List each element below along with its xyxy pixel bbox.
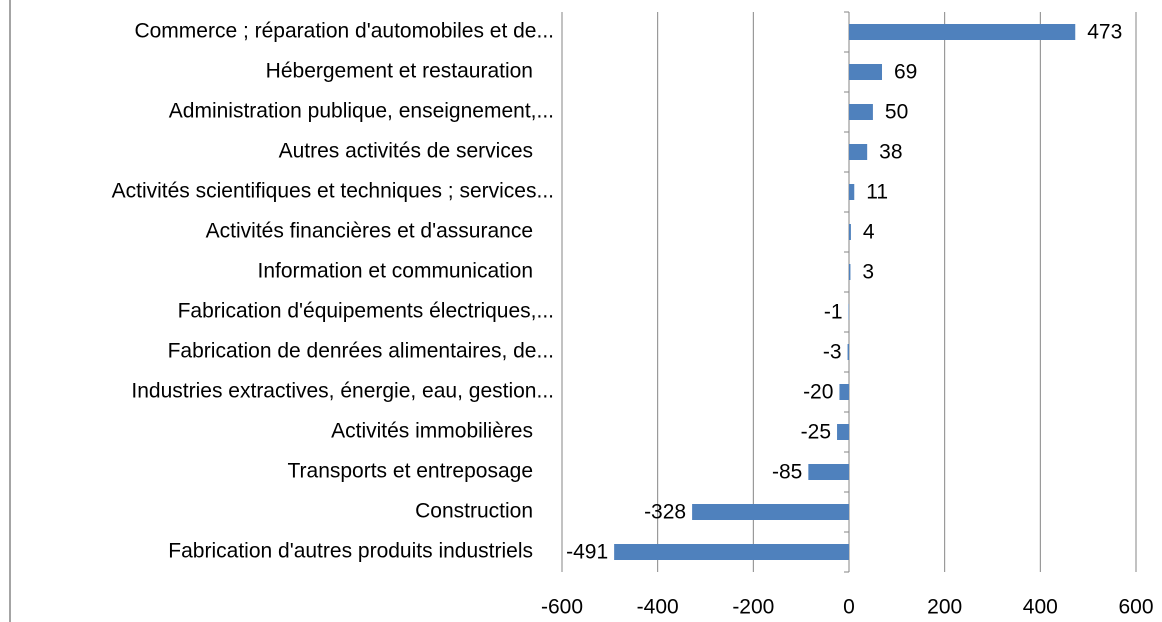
- bar: [614, 544, 849, 560]
- bar: [849, 224, 851, 240]
- bar: [692, 504, 849, 520]
- data-label: -1: [824, 301, 843, 324]
- data-label: -20: [803, 381, 833, 404]
- x-tick-label: -600: [541, 596, 583, 619]
- x-tick-label: 200: [927, 596, 962, 619]
- bar: [849, 264, 851, 280]
- y-tick-label: Fabrication d'autres produits industriel…: [168, 540, 533, 563]
- y-tick-label: Autres activités de services: [279, 140, 533, 163]
- y-tick-label: Activités financières et d'assurance: [206, 220, 533, 243]
- data-label: -3: [823, 341, 842, 364]
- y-tick-label: Information et communication: [258, 260, 533, 283]
- y-tick-label: Administration publique, enseignement,..…: [169, 100, 554, 123]
- bar: [847, 344, 849, 360]
- x-tick-label: 400: [1023, 596, 1058, 619]
- data-label: 4: [863, 221, 875, 244]
- x-tick-label: -400: [637, 596, 679, 619]
- bar: [849, 184, 855, 200]
- bar: [849, 24, 1076, 40]
- y-tick-label: Fabrication de denrées alimentaires, de.…: [168, 340, 554, 363]
- bar: [837, 424, 849, 440]
- data-label: 473: [1087, 21, 1122, 44]
- data-label: -491: [566, 541, 608, 564]
- data-label: -85: [772, 461, 802, 484]
- y-tick-label: Activités immobilières: [331, 420, 533, 443]
- data-label: 69: [894, 61, 917, 84]
- data-label: 38: [879, 141, 902, 164]
- bar: [849, 64, 883, 80]
- y-tick-label: Construction: [415, 500, 533, 523]
- data-label: 3: [862, 261, 874, 284]
- bar: [849, 104, 873, 120]
- x-tick-label: -200: [732, 596, 774, 619]
- bar: [808, 464, 849, 480]
- data-label: -25: [801, 421, 831, 444]
- data-label: 11: [866, 181, 888, 204]
- x-tick-label: 600: [1118, 596, 1153, 619]
- bar: [849, 144, 868, 160]
- y-tick-label: Commerce ; réparation d'automobiles et d…: [134, 20, 554, 43]
- y-tick-label: Fabrication d'équipements électriques,..…: [178, 300, 554, 323]
- data-label: 50: [885, 101, 908, 124]
- y-tick-label: Hébergement et restauration: [266, 60, 533, 83]
- bar: [839, 384, 849, 400]
- y-tick-label: Industries extractives, énergie, eau, ge…: [131, 380, 554, 403]
- x-tick-label: 0: [843, 596, 855, 619]
- y-tick-label: Transports et entreposage: [287, 460, 533, 483]
- data-label: -328: [644, 501, 686, 524]
- y-tick-label: Activités scientifiques et techniques ; …: [112, 180, 554, 203]
